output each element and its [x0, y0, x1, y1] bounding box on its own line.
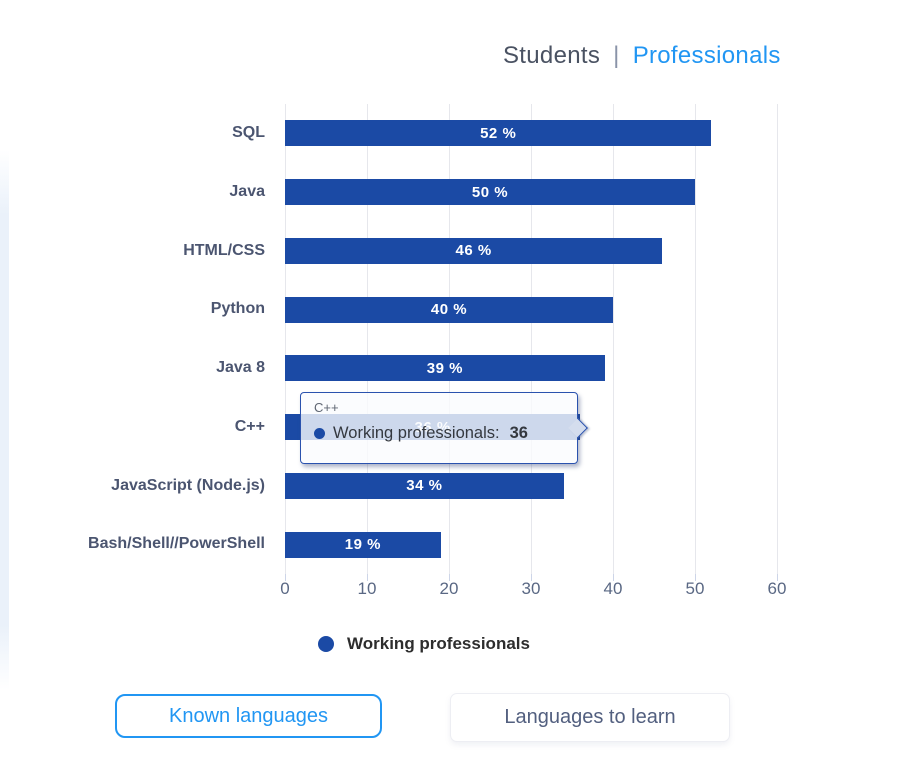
category-label: Java 8: [216, 359, 265, 376]
series-marker-icon: [314, 428, 325, 439]
category-label: C++: [234, 417, 265, 435]
bar-value-label: 52 %: [480, 124, 517, 142]
axis-tick-label: 60: [767, 579, 787, 598]
axis-tick-label: 20: [439, 579, 459, 598]
axis-tick: [531, 574, 532, 581]
bar[interactable]: 39 %: [285, 355, 605, 382]
gridline: [449, 104, 450, 574]
axis-tick: [367, 574, 368, 581]
bar-row: 52 %: [285, 104, 818, 163]
bar-value-label: 46 %: [455, 242, 492, 260]
chart-tooltip: C++ Working professionals: 36: [300, 392, 588, 464]
axis-tick: [613, 574, 614, 581]
axis-tick-label: 10: [357, 579, 377, 598]
gridline: [531, 104, 532, 574]
tab-separator: |: [613, 42, 620, 69]
gridline: [613, 104, 614, 574]
plot-area: 52 %50 %46 %40 %39 %36 %34 %19 %: [285, 104, 818, 581]
category-label: HTML/CSS: [183, 241, 265, 259]
bar-row: 46 %: [285, 222, 818, 281]
bar[interactable]: 34 %: [285, 472, 564, 499]
axis-tick-label: 30: [521, 579, 541, 598]
legend: Working professionals: [30, 634, 818, 654]
category-label: Python: [210, 300, 265, 318]
tooltip-category: C++: [314, 400, 339, 415]
bar[interactable]: 19 %: [285, 531, 441, 558]
category-label: Bash/Shell//PowerShell: [88, 535, 265, 553]
gridline: [367, 104, 368, 574]
bar-row: 40 %: [285, 280, 818, 339]
gridline: [285, 104, 286, 574]
tab-professionals[interactable]: Professionals: [632, 42, 781, 69]
bar-row: 39 %: [285, 339, 818, 398]
left-edge-gradient: [0, 150, 9, 690]
axis-tick-label: 50: [685, 579, 705, 598]
category-label: JavaScript (Node.js): [111, 476, 265, 494]
tooltip-value: 36: [509, 424, 528, 442]
bar-value-label: 50 %: [471, 183, 509, 201]
bar-value-label: 19 %: [344, 536, 381, 554]
bar-row: 19 %: [285, 515, 818, 574]
axis-tick: [777, 574, 778, 581]
bar-value-label: 34 %: [406, 477, 443, 495]
axis-tick-label: 0: [280, 579, 290, 598]
bar-row: 34 %: [285, 457, 818, 516]
axis-tick: [695, 574, 696, 581]
bar[interactable]: 40 %: [285, 296, 613, 323]
bar[interactable]: 50 %: [285, 179, 695, 206]
view-toggle: Students | Professionals: [503, 42, 781, 70]
axis-tick: [285, 574, 286, 581]
legend-label: Working professionals: [347, 634, 530, 653]
gridline: [777, 104, 778, 574]
category-label: Java: [229, 182, 265, 200]
bar-value-label: 39 %: [426, 359, 463, 377]
legend-marker-icon: [318, 636, 335, 652]
known-languages-button[interactable]: Known languages: [115, 694, 382, 738]
category-label: SQL: [232, 124, 265, 141]
bar[interactable]: 46 %: [285, 237, 663, 264]
gridline: [695, 104, 696, 574]
axis-tick-label: 40: [603, 579, 623, 598]
axis-tick: [449, 574, 450, 581]
tooltip-series-line: Working professionals: 36: [314, 424, 528, 443]
tab-students[interactable]: Students: [503, 42, 601, 69]
tooltip-series-label: Working professionals:: [333, 424, 500, 442]
bar[interactable]: 52 %: [285, 120, 712, 147]
bar-value-label: 40 %: [430, 301, 468, 319]
languages-to-learn-button[interactable]: Languages to learn: [450, 693, 730, 742]
bar-row: 50 %: [285, 163, 818, 222]
